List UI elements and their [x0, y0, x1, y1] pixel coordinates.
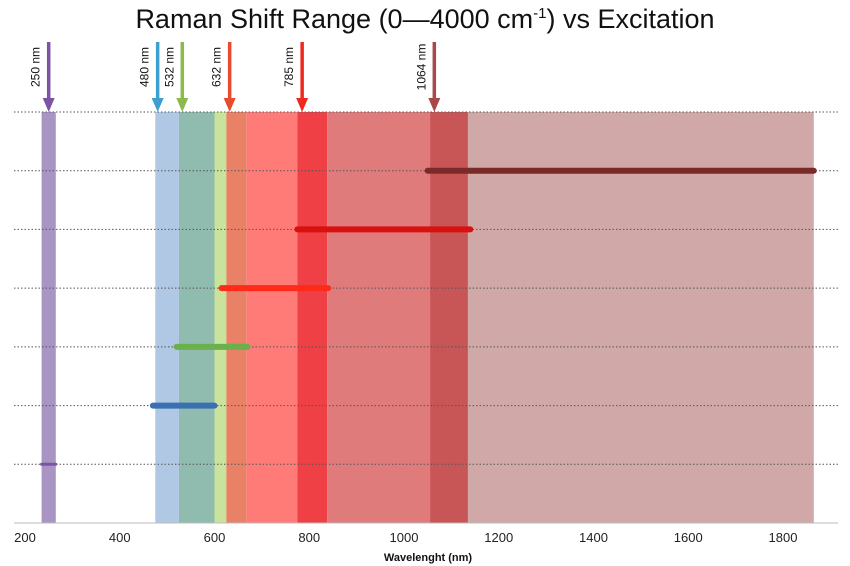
laser-label-250: 250 nm	[29, 47, 43, 87]
laser-label-632: 632 nm	[210, 47, 224, 87]
arrow-head-785	[296, 98, 309, 112]
x-tick-label-1400: 1400	[579, 530, 608, 545]
laser-label-785: 785 nm	[282, 47, 296, 87]
arrow-head-480	[151, 98, 164, 112]
laser-480: 480 nm	[138, 42, 164, 112]
chart-title-end: ) vs Excitation	[546, 4, 715, 34]
wavelength-band-1	[155, 112, 179, 523]
x-tick-label-1000: 1000	[390, 530, 419, 545]
wavelength-band-7	[327, 112, 431, 523]
x-axis-label: Wavelenght (nm)	[384, 552, 473, 564]
x-tick-label-1600: 1600	[674, 530, 703, 545]
arrow-head-1064	[428, 98, 441, 112]
laser-785: 785 nm	[282, 42, 309, 112]
laser-250: 250 nm	[29, 42, 55, 112]
wavelength-band-3	[214, 112, 227, 523]
wavelength-band-4	[226, 112, 247, 523]
laser-1064: 1064 nm	[414, 42, 441, 112]
wavelength-bands	[41, 112, 814, 523]
excitation-arrows: 250 nm 480 nm 532 nm 632 nm 785 nm 1064 nm	[29, 42, 441, 112]
x-tick-label-400: 400	[109, 530, 131, 545]
x-tick-label-1800: 1800	[769, 530, 798, 545]
arrow-head-632	[223, 98, 236, 112]
chart-title: Raman Shift Range (0—4000 cm-1) vs Excit…	[0, 4, 850, 35]
wavelength-band-6	[297, 112, 328, 523]
wavelength-band-9	[467, 112, 814, 523]
wavelength-band-8	[430, 112, 468, 523]
wavelength-band-2	[178, 112, 215, 523]
laser-532: 532 nm	[162, 42, 189, 112]
arrow-head-532	[176, 98, 189, 112]
x-tick-label-200: 200	[14, 530, 36, 545]
x-axis: 200 400 600 800 1000 1200 1400 1600 1800	[14, 522, 838, 545]
chart-title-superscript: -1	[533, 5, 547, 22]
x-tick-label-800: 800	[298, 530, 320, 545]
arrow-head-250	[42, 98, 55, 112]
laser-label-532: 532 nm	[162, 47, 176, 87]
laser-label-480: 480 nm	[138, 47, 152, 87]
laser-632: 632 nm	[210, 42, 236, 112]
wavelength-band-5	[246, 112, 298, 523]
laser-label-1064: 1064 nm	[414, 44, 428, 91]
x-tick-label-600: 600	[204, 530, 226, 545]
x-tick-label-1200: 1200	[484, 530, 513, 545]
raman-range-lines	[40, 167, 817, 466]
wavelength-band-0	[41, 112, 56, 523]
chart-title-main: Raman Shift Range (0—4000 cm	[135, 4, 534, 34]
